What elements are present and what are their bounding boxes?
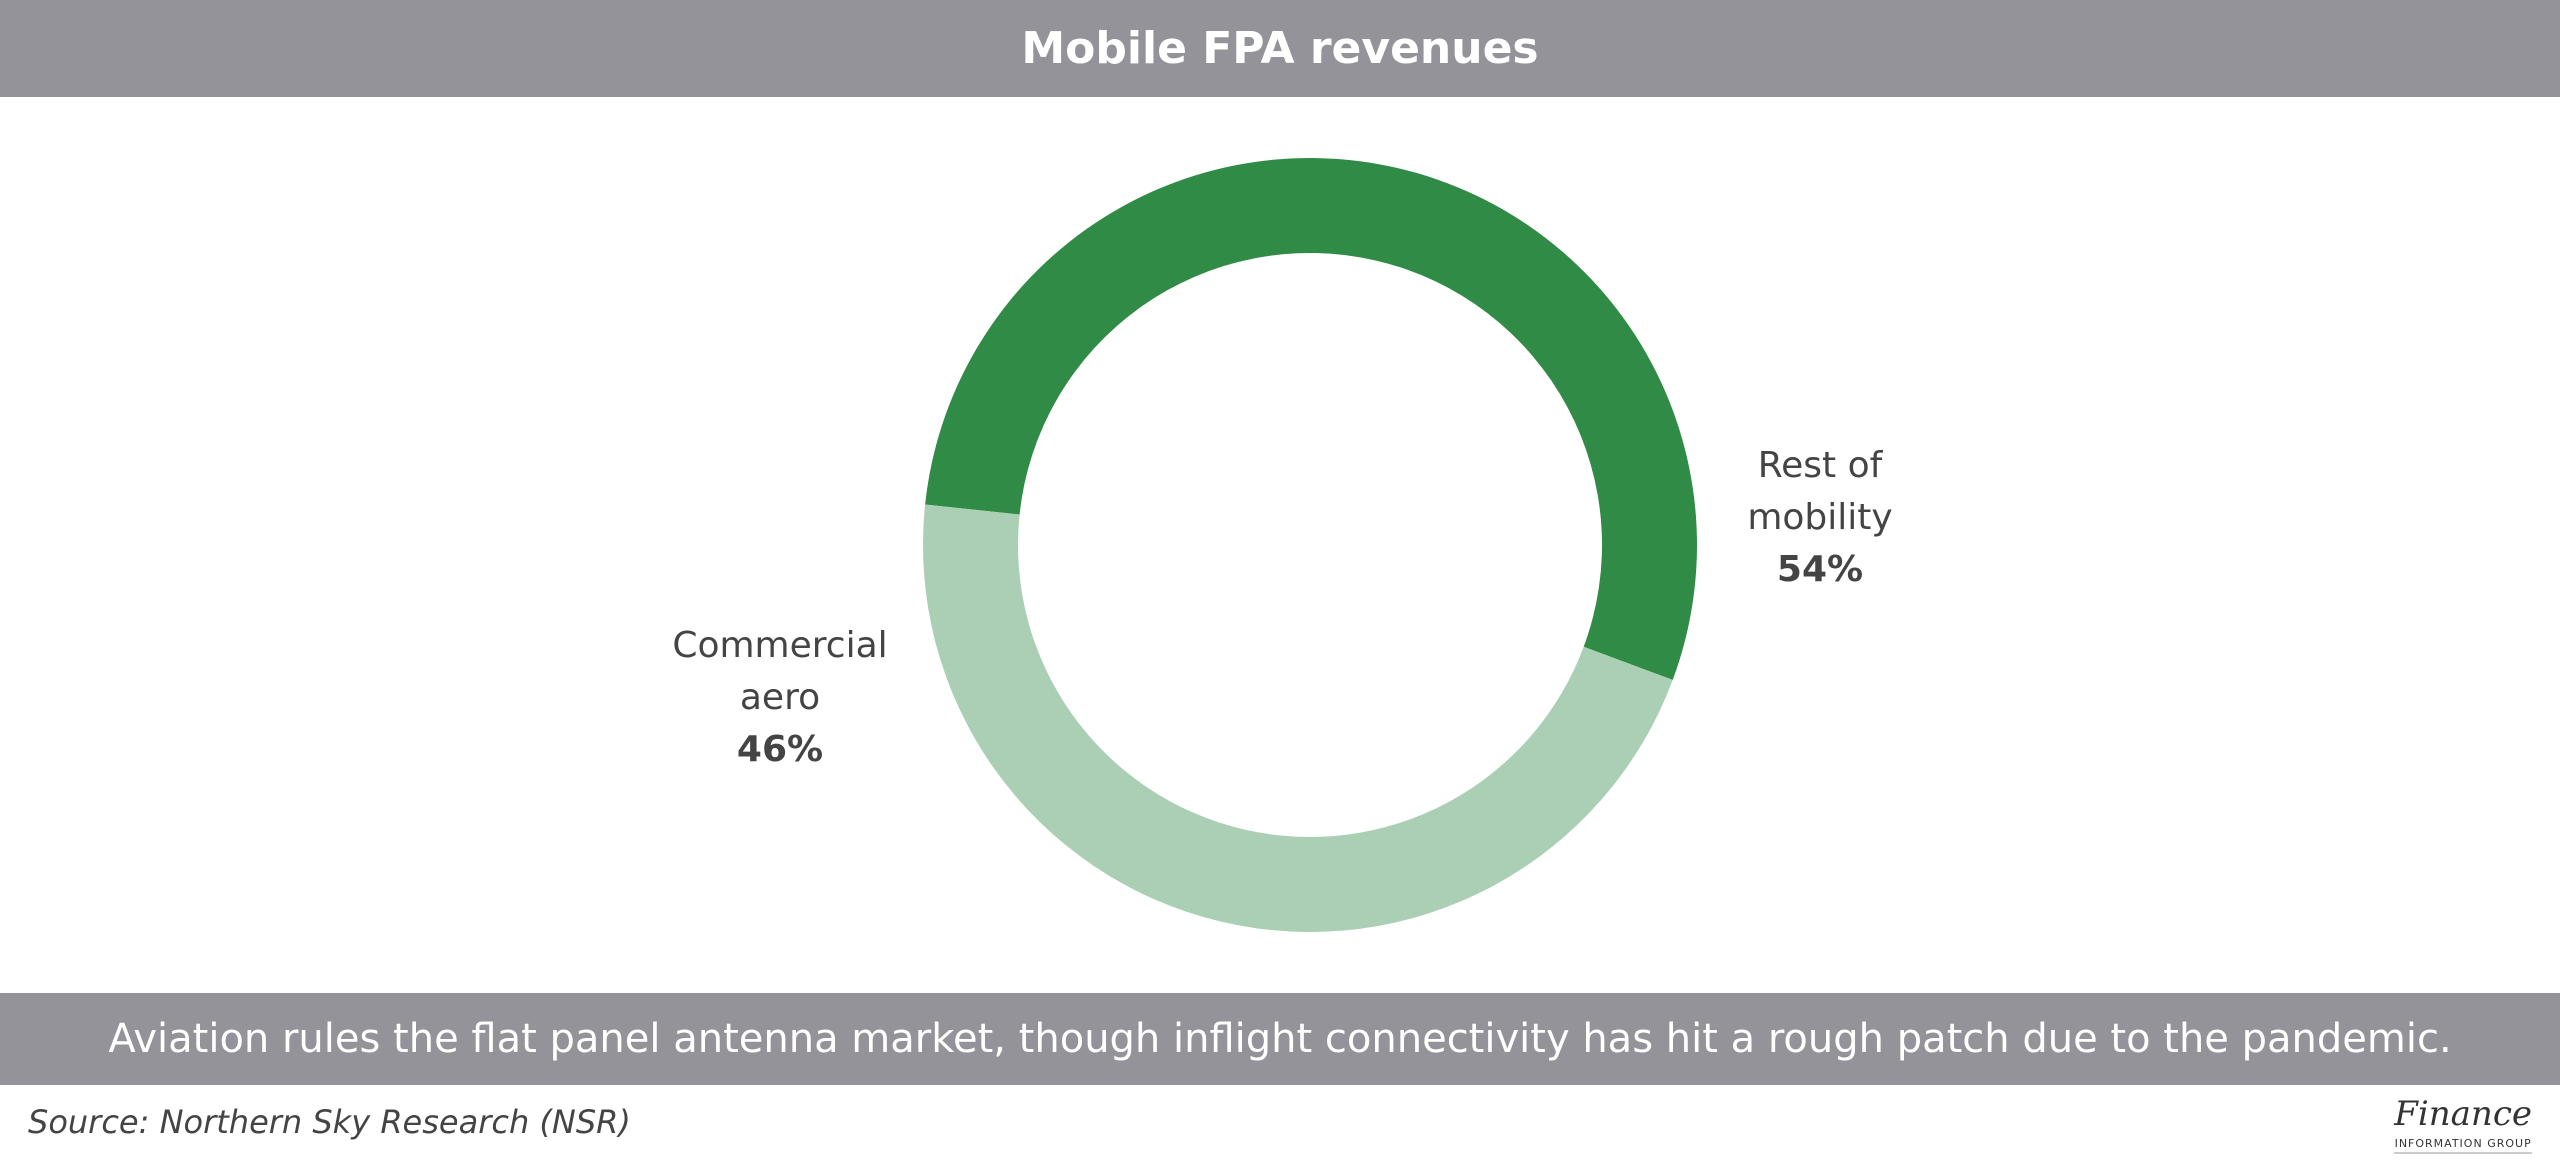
slice-label-line1: Rest of: [1757, 445, 1883, 486]
finance-logo: Finance INFORMATION GROUP: [2394, 1092, 2532, 1154]
label-commercial-aero: Commercial aero 46%: [650, 620, 910, 776]
chart-title: Mobile FPA revenues: [1021, 23, 1539, 74]
donut-slice-1: [923, 504, 1673, 933]
donut-slice-0: [925, 158, 1698, 680]
slice-label-line1: Commercial: [672, 625, 888, 666]
logo-sub: INFORMATION GROUP: [2394, 1136, 2532, 1154]
slice-value-label: 54%: [1776, 549, 1864, 590]
caption-text: Aviation rules the flat panel antenna ma…: [108, 1016, 2452, 1062]
slice-label-line2: mobility: [1747, 497, 1893, 538]
slice-label-line2: aero: [739, 677, 821, 718]
chart-title-bar: Mobile FPA revenues: [0, 0, 2560, 97]
caption-bar: Aviation rules the flat panel antenna ma…: [0, 993, 2560, 1085]
logo-main: Finance: [2394, 1094, 2532, 1134]
source-note: Source: Northern Sky Research (NSR): [28, 1103, 631, 1141]
slice-value-label: 46%: [736, 729, 824, 770]
donut-chart: [923, 158, 1698, 933]
label-rest-of-mobility: Rest of mobility 54%: [1710, 440, 1930, 596]
